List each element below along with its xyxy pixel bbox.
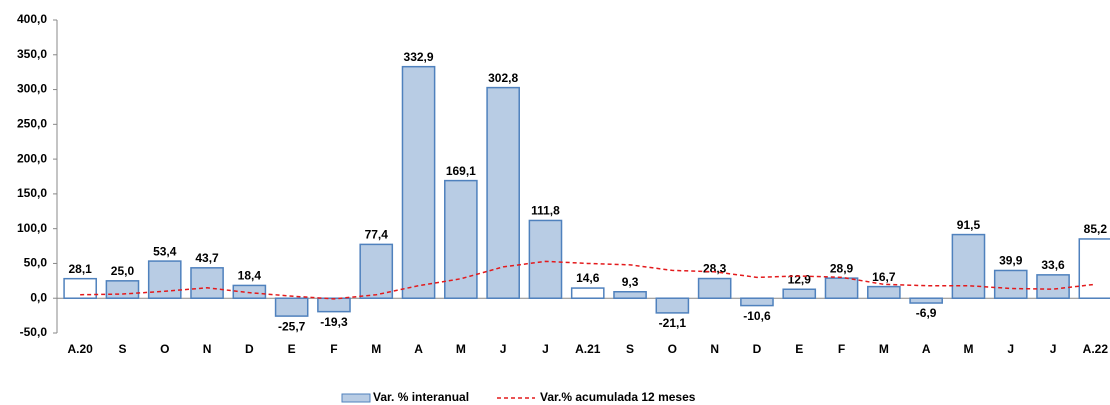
data-label: -6,9	[916, 306, 937, 320]
x-tick-label: A	[414, 342, 423, 356]
x-tick-label: J	[500, 342, 507, 356]
bar	[993, 269, 1028, 299]
x-tick-label: E	[795, 342, 803, 356]
data-label: 25,0	[111, 264, 135, 278]
data-label: 91,5	[957, 218, 981, 232]
x-tick-label: S	[626, 342, 634, 356]
bar	[359, 243, 394, 299]
bar	[274, 297, 309, 317]
bar	[867, 285, 901, 299]
x-tick-label: A.22	[1083, 342, 1109, 356]
data-label: 169,1	[446, 164, 476, 178]
bar	[317, 297, 351, 313]
y-tick-label: 250,0	[17, 117, 47, 131]
x-tick-label: S	[118, 342, 126, 356]
data-label: 77,4	[365, 228, 389, 242]
bar	[740, 297, 774, 307]
y-tick-label: 350,0	[17, 47, 47, 61]
bar	[570, 287, 605, 299]
y-tick-label: 150,0	[17, 186, 47, 200]
data-label: 302,8	[488, 71, 518, 85]
data-label: 111,8	[531, 204, 560, 218]
legend-label: Var.% acumulada 12 meses	[540, 390, 696, 404]
bar	[105, 280, 140, 299]
bar	[655, 297, 690, 314]
data-label: 12,9	[788, 272, 812, 286]
bar	[528, 219, 563, 299]
data-label: -10,6	[743, 309, 771, 323]
y-tick-label: 200,0	[17, 151, 47, 165]
y-tick-label: 400,0	[17, 12, 47, 26]
line	[80, 260, 1096, 300]
bar	[63, 277, 97, 299]
x-tick-label: M	[963, 342, 973, 356]
x-tick-label: J	[542, 342, 549, 356]
legend-swatch	[341, 393, 371, 403]
bar	[1078, 238, 1110, 299]
bar	[444, 179, 478, 299]
y-tick-label: 50,0	[24, 256, 48, 270]
y-tick-label: -50,0	[20, 325, 48, 339]
bar	[782, 288, 817, 299]
x-tick-label: A.21	[575, 342, 601, 356]
bar	[401, 65, 436, 299]
bar	[486, 86, 520, 299]
bar	[190, 267, 224, 299]
x-tick-label: M	[879, 342, 889, 356]
data-label: 16,7	[872, 270, 896, 284]
data-label: -25,7	[278, 319, 306, 333]
bar	[824, 277, 859, 299]
x-tick-label: N	[710, 342, 719, 356]
data-label: 43,7	[195, 251, 219, 265]
y-tick-label: 100,0	[17, 221, 47, 235]
data-label: 28,9	[830, 261, 854, 275]
y-tick-label: 300,0	[17, 82, 47, 96]
x-tick-label: M	[456, 342, 466, 356]
bar	[232, 284, 267, 299]
bar	[613, 291, 647, 299]
x-tick-label: D	[753, 342, 762, 356]
data-label: -21,1	[659, 316, 687, 330]
data-label: 53,4	[153, 244, 177, 258]
x-tick-label: N	[203, 342, 212, 356]
data-label: 9,3	[622, 275, 639, 289]
legend-label: Var. % interanual	[373, 390, 469, 404]
x-tick-label: O	[160, 342, 169, 356]
x-tick-label: F	[330, 342, 337, 356]
bar	[1036, 274, 1070, 299]
data-label: 14,6	[576, 271, 600, 285]
x-tick-label: A.20	[67, 342, 93, 356]
bar	[909, 297, 943, 304]
data-label: 18,4	[238, 269, 262, 283]
x-tick-label: D	[245, 342, 254, 356]
bar	[951, 233, 986, 299]
x-tick-label: M	[371, 342, 381, 356]
data-label: 332,9	[404, 50, 434, 64]
data-label: 28,1	[68, 262, 92, 276]
data-label: 33,6	[1041, 258, 1065, 272]
x-tick-label: F	[838, 342, 845, 356]
data-label: 28,3	[703, 262, 727, 276]
data-label: 85,2	[1084, 222, 1108, 236]
x-tick-label: J	[1007, 342, 1014, 356]
x-tick-label: J	[1050, 342, 1057, 356]
x-tick-label: O	[668, 342, 677, 356]
data-label: 39,9	[999, 254, 1023, 268]
x-tick-label: A	[922, 342, 931, 356]
bar	[697, 277, 732, 299]
x-tick-label: E	[288, 342, 296, 356]
y-tick-label: 0,0	[30, 290, 47, 304]
data-label: -19,3	[320, 315, 348, 329]
